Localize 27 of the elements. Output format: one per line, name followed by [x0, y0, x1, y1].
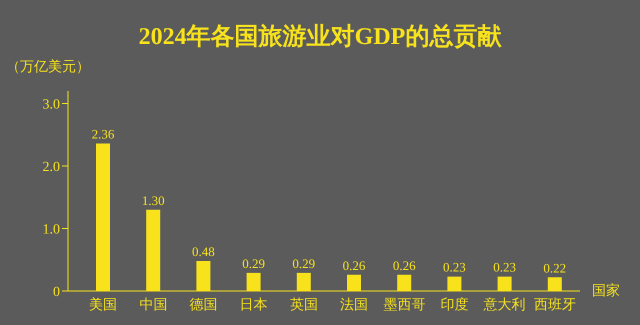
data-label: 0.23 — [443, 260, 466, 275]
data-label: 0.29 — [242, 256, 265, 271]
y-tick-label: 2.0 — [42, 160, 60, 175]
x-tick-label: 中国 — [139, 296, 168, 313]
x-tick-label: 英国 — [290, 296, 318, 313]
x-tick-label: 德国 — [190, 296, 218, 313]
data-label: 0.22 — [543, 260, 566, 276]
x-tick-label: 印度 — [440, 296, 468, 313]
x-tick-label: 法国 — [340, 296, 368, 313]
data-label: 2.36 — [92, 126, 115, 142]
y-axis-title: （万亿美元） — [6, 58, 90, 76]
x-tick-label: 西班牙 — [534, 296, 576, 313]
chart-title: 2024年各国旅游业对GDP的总贡献 — [138, 22, 503, 52]
x-tick-label: 意大利 — [482, 296, 526, 313]
x-tick-label: 墨西哥 — [383, 296, 426, 313]
data-label: 1.30 — [142, 192, 165, 208]
data-label: 0.26 — [392, 258, 416, 273]
y-tick-label: 0 — [53, 284, 60, 300]
data-label: 0.48 — [192, 244, 215, 259]
data-label: 0.29 — [292, 256, 316, 271]
y-tick-label: 1.0 — [42, 222, 60, 238]
x-tick-label: 美国 — [89, 296, 118, 313]
x-tick-label: 日本 — [240, 296, 268, 313]
y-tick-label: 3.0 — [42, 97, 60, 112]
data-label: 0.26 — [342, 258, 366, 273]
data-label: 0.23 — [493, 260, 516, 275]
x-axis-title: 国家 — [592, 282, 620, 300]
